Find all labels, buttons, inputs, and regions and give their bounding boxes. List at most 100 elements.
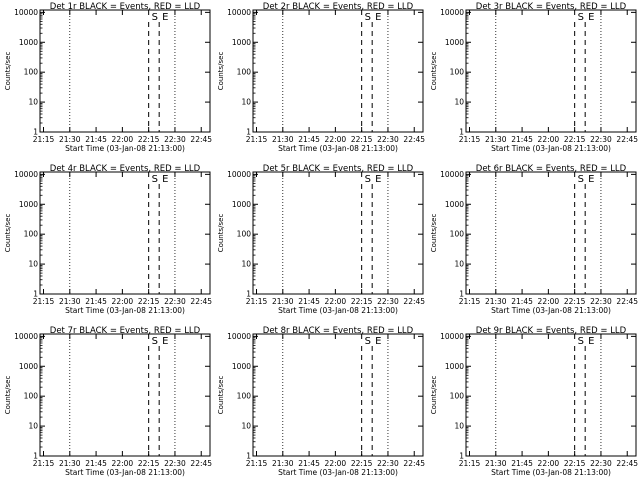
plot-frame	[39, 9, 211, 133]
x-tick-label: 22:45	[403, 135, 425, 144]
y-tick-label: 1	[33, 128, 38, 137]
y-tick-label: 10	[454, 260, 464, 269]
x-tick-label: 22:45	[616, 297, 638, 306]
y-tick-label: 1	[459, 452, 464, 461]
panel-title: Det 6r BLACK = Events, RED = LLD	[476, 164, 627, 174]
y-axis-label: Counts/sec	[217, 52, 225, 91]
x-tick-label: 22:15	[138, 297, 160, 306]
x-tick-label: 21:30	[272, 459, 294, 468]
y-tick-label: 100	[24, 68, 39, 77]
y-tick-label: 100	[237, 68, 252, 77]
y-tick-label: 10000	[227, 8, 251, 17]
x-tick-label: 21:15	[459, 459, 481, 468]
x-tick-label: 21:30	[485, 297, 507, 306]
y-tick-label: 10	[28, 260, 38, 269]
y-tick-label: 1000	[19, 200, 38, 209]
plot-frame	[252, 9, 424, 133]
flare-marker-label: E	[375, 12, 381, 23]
x-tick-label: 22:30	[164, 135, 186, 144]
plot-frame	[39, 171, 211, 295]
x-tick-label: 21:15	[459, 135, 481, 144]
y-tick-label: 100	[24, 392, 39, 401]
plot-frame	[252, 333, 424, 457]
x-axis-label: Start Time (03-Jan-08 21:13:00)	[491, 306, 611, 315]
y-tick-label: 1000	[445, 200, 464, 209]
y-tick-label: 10	[241, 98, 251, 107]
y-tick-label: 10000	[440, 8, 464, 17]
flare-marker-label: S	[578, 174, 584, 185]
x-tick-label: 22:30	[590, 297, 612, 306]
x-tick-label: 21:45	[298, 135, 320, 144]
x-tick-label: 22:45	[190, 297, 212, 306]
x-tick-label: 22:30	[377, 459, 399, 468]
y-tick-label: 100	[450, 68, 465, 77]
x-axis-label: Start Time (03-Jan-08 21:13:00)	[65, 144, 185, 153]
y-tick-label: 10000	[14, 170, 38, 179]
x-tick-label: 21:45	[85, 297, 107, 306]
y-tick-label: 100	[450, 230, 465, 239]
y-tick-label: 10000	[440, 332, 464, 341]
x-tick-label: 22:00	[112, 297, 134, 306]
y-axis-label: Counts/sec	[430, 52, 438, 91]
y-tick-label: 10000	[440, 170, 464, 179]
x-tick-label: 21:15	[246, 297, 268, 306]
y-tick-label: 10000	[227, 332, 251, 341]
detector-panel: Det 2r BLACK = Events, RED = LLD 21:15 21:…	[217, 2, 425, 153]
x-axis-label: Start Time (03-Jan-08 21:13:00)	[491, 468, 611, 477]
x-tick-label: 22:00	[112, 135, 134, 144]
y-tick-label: 10	[241, 422, 251, 431]
y-tick-label: 10000	[14, 332, 38, 341]
panel-title: Det 4r BLACK = Events, RED = LLD	[50, 164, 201, 174]
x-tick-label: 21:30	[485, 459, 507, 468]
x-axis-label: Start Time (03-Jan-08 21:13:00)	[491, 144, 611, 153]
y-tick-label: 1	[459, 128, 464, 137]
panel-title: Det 2r BLACK = Events, RED = LLD	[263, 2, 414, 12]
flare-marker-label: E	[588, 12, 594, 23]
x-tick-label: 22:00	[538, 297, 560, 306]
y-tick-label: 1000	[445, 38, 464, 47]
plot-frame	[465, 9, 637, 133]
x-tick-label: 21:45	[298, 297, 320, 306]
x-tick-label: 21:15	[33, 459, 55, 468]
x-tick-label: 22:15	[351, 135, 373, 144]
y-tick-label: 10000	[227, 170, 251, 179]
panel-title: Det 5r BLACK = Events, RED = LLD	[263, 164, 414, 174]
y-tick-label: 1	[246, 290, 251, 299]
x-tick-label: 21:45	[511, 297, 533, 306]
x-tick-label: 21:15	[246, 135, 268, 144]
x-tick-label: 21:15	[33, 297, 55, 306]
x-tick-label: 22:15	[564, 459, 586, 468]
plot-frame	[252, 171, 424, 295]
x-tick-label: 22:15	[351, 459, 373, 468]
x-axis-label: Start Time (03-Jan-08 21:13:00)	[278, 144, 398, 153]
y-tick-label: 1	[33, 452, 38, 461]
flare-marker-label: E	[162, 336, 168, 347]
panel-title: Det 3r BLACK = Events, RED = LLD	[476, 2, 627, 12]
y-tick-label: 1000	[19, 38, 38, 47]
flare-marker-label: S	[152, 12, 158, 23]
flare-marker-label: E	[588, 336, 594, 347]
y-tick-label: 10	[454, 422, 464, 431]
y-tick-label: 100	[237, 230, 252, 239]
x-tick-label: 22:30	[164, 459, 186, 468]
detector-panel: Det 6r BLACK = Events, RED = LLD 21:15 21:…	[430, 164, 638, 315]
y-tick-label: 1000	[19, 362, 38, 371]
y-tick-label: 1	[246, 452, 251, 461]
x-tick-label: 22:30	[164, 297, 186, 306]
flare-marker-label: E	[162, 12, 168, 23]
y-tick-label: 1000	[232, 200, 251, 209]
flare-marker-label: S	[365, 336, 371, 347]
x-axis-label: Start Time (03-Jan-08 21:13:00)	[65, 306, 185, 315]
x-tick-label: 22:30	[377, 135, 399, 144]
flare-marker-label: S	[152, 336, 158, 347]
y-axis-label: Counts/sec	[217, 214, 225, 253]
y-tick-label: 1000	[232, 38, 251, 47]
x-tick-label: 21:45	[511, 135, 533, 144]
flare-marker-label: S	[365, 174, 371, 185]
x-tick-label: 22:45	[190, 459, 212, 468]
x-axis-label: Start Time (03-Jan-08 21:13:00)	[278, 468, 398, 477]
x-tick-label: 22:30	[377, 297, 399, 306]
x-tick-label: 22:45	[403, 297, 425, 306]
y-tick-label: 100	[24, 230, 39, 239]
x-tick-label: 22:00	[538, 459, 560, 468]
